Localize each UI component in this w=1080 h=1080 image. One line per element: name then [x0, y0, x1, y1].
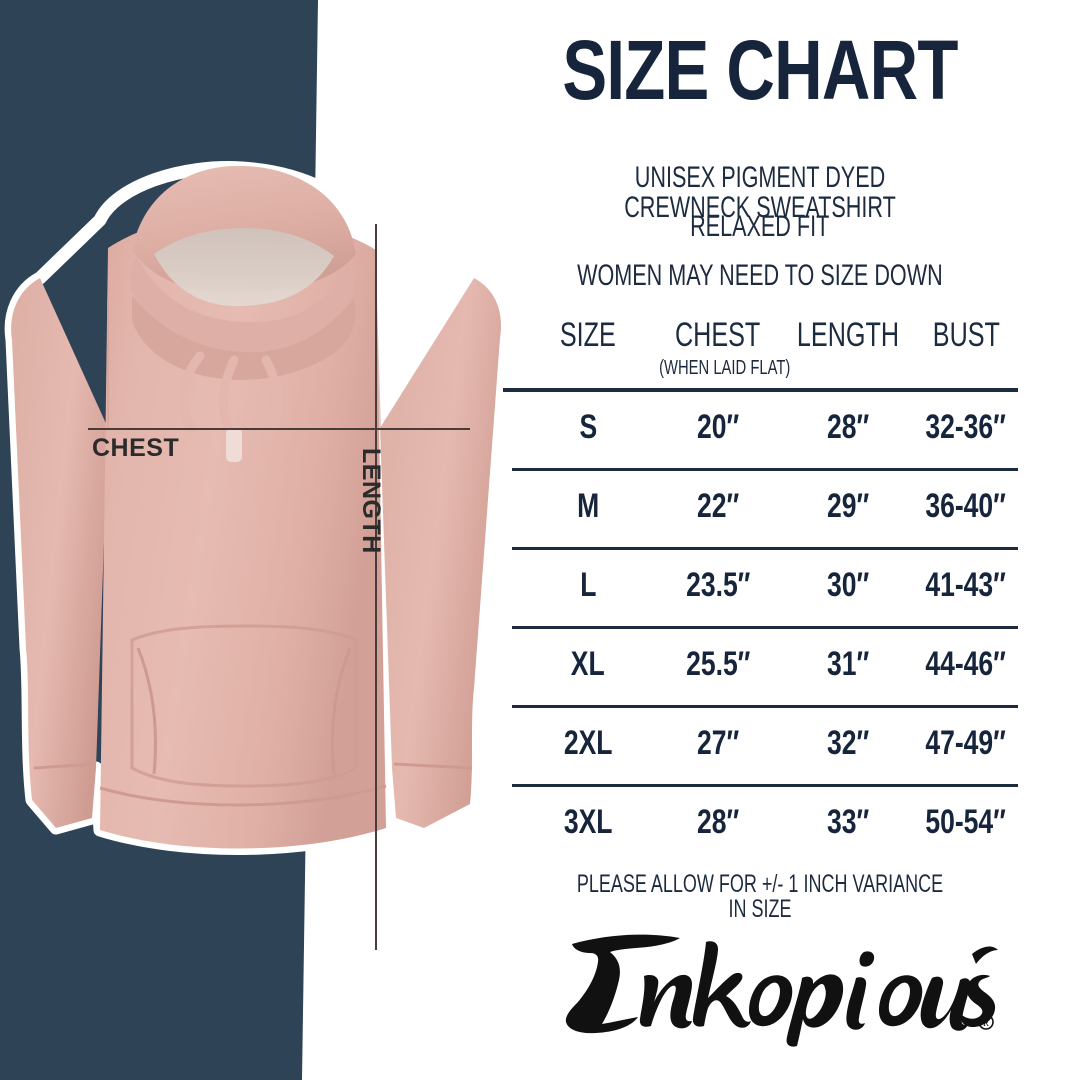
cell-length: 31″ — [826, 645, 870, 683]
page-title: SIZE CHART — [500, 28, 1020, 112]
table-row: 2XL 27″ 32″ 47-49″ — [500, 708, 1020, 784]
subtitle-product: UNISEX PIGMENT DYED CREWNECK SWEATSHIRT — [624, 161, 896, 224]
table-row: L 23.5″ 30″ 41-43″ — [500, 550, 1020, 626]
cell-bust: 32-36″ — [925, 408, 1007, 446]
page-title-text: SIZE CHART — [562, 23, 958, 117]
chest-measure-label: CHEST — [92, 434, 180, 462]
table-row: XL 25.5″ 31″ 44-46″ — [500, 629, 1020, 705]
column-header-size: SIZE — [560, 316, 616, 354]
cell-chest: 22″ — [696, 487, 740, 525]
cell-size: S — [579, 408, 597, 446]
cell-size: M — [576, 487, 600, 525]
size-table: SIZE CHEST LENGTH BUST (WHEN LAID FLAT) … — [500, 318, 1020, 863]
length-measure-label: LENGTH — [357, 448, 385, 554]
cell-size: 3XL — [563, 803, 613, 841]
cell-size: L — [579, 566, 597, 604]
column-header-length: LENGTH — [796, 316, 900, 354]
cell-length: 33″ — [826, 803, 870, 841]
table-row: S 20″ 28″ 32-36″ — [500, 392, 1020, 468]
cell-bust: 44-46″ — [925, 645, 1007, 683]
table-header-row: SIZE CHEST LENGTH BUST (WHEN LAID FLAT) — [500, 318, 1020, 388]
cell-length: 29″ — [826, 487, 870, 525]
table-row-rule — [512, 784, 1018, 787]
column-sublabel-when-laid-flat: (WHEN LAID FLAT) — [659, 357, 791, 379]
cell-chest: 28″ — [696, 803, 740, 841]
cell-size: 2XL — [563, 724, 613, 762]
table-row-rule — [512, 626, 1018, 629]
cell-bust: 47-49″ — [925, 724, 1007, 762]
table-row-rule — [512, 705, 1018, 708]
cell-chest: 27″ — [696, 724, 740, 762]
cell-length: 30″ — [826, 566, 870, 604]
brand-logo: R — [520, 918, 1000, 1048]
chest-measure-line — [88, 428, 470, 430]
subtitle-fit: RELAXED FIT — [690, 210, 830, 243]
cell-chest: 23.5″ — [685, 566, 751, 604]
cell-length: 32″ — [826, 724, 870, 762]
svg-text:R: R — [983, 1018, 989, 1028]
column-header-chest: CHEST — [675, 316, 761, 354]
registered-trademark: R — [978, 1014, 994, 1030]
cell-bust: 36-40″ — [925, 487, 1007, 525]
table-row-rule — [512, 468, 1018, 471]
chart-panel: SIZE CHART UNISEX PIGMENT DYED CREWNECK … — [500, 0, 1080, 1080]
product-photo: CHEST LENGTH — [4, 128, 516, 950]
cell-size: XL — [571, 645, 605, 683]
subtitle-sizing-advice: WOMEN MAY NEED TO SIZE DOWN — [577, 259, 943, 292]
cell-bust: 41-43″ — [925, 566, 1007, 604]
cell-bust: 50-54″ — [925, 803, 1007, 841]
variance-note: PLEASE ALLOW FOR +/- 1 INCH VARIANCE IN … — [576, 870, 944, 923]
length-measure-line — [375, 224, 377, 950]
table-row: M 22″ 29″ 36-40″ — [500, 471, 1020, 547]
cell-chest: 20″ — [696, 408, 740, 446]
cell-length: 28″ — [826, 408, 870, 446]
table-top-rule — [503, 388, 1018, 392]
table-row: 3XL 28″ 33″ 50-54″ — [500, 787, 1020, 863]
table-row-rule — [512, 547, 1018, 550]
column-header-bust: BUST — [932, 316, 1000, 354]
garment-illustration — [4, 128, 516, 880]
cell-chest: 25.5″ — [685, 645, 751, 683]
